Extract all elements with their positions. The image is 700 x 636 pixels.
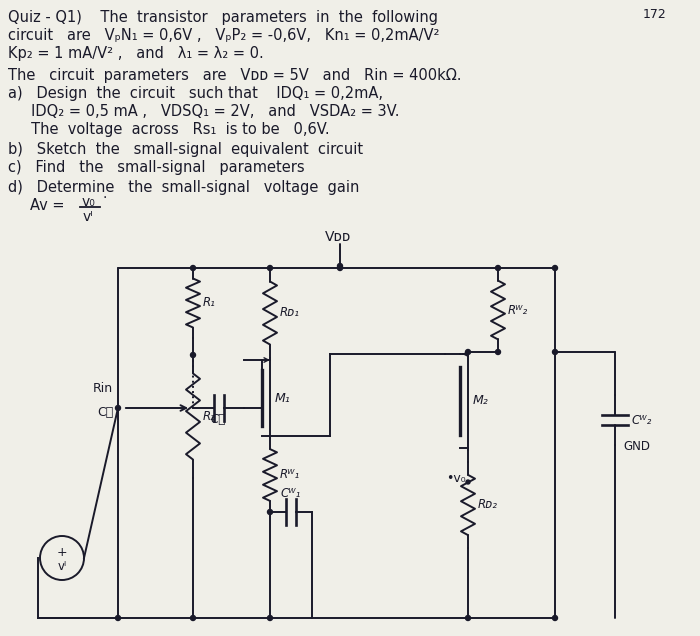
Text: Cፉ: Cፉ bbox=[211, 413, 226, 426]
Circle shape bbox=[267, 509, 272, 515]
Text: Av =: Av = bbox=[30, 198, 64, 213]
Circle shape bbox=[337, 263, 342, 268]
Circle shape bbox=[552, 265, 557, 270]
Text: The  voltage  across   Rs₁  is to be   0,6V.: The voltage across Rs₁ is to be 0,6V. bbox=[8, 122, 330, 137]
Text: v₀: v₀ bbox=[82, 195, 96, 209]
Text: Rin: Rin bbox=[93, 382, 113, 394]
Circle shape bbox=[267, 265, 272, 270]
Text: R₂: R₂ bbox=[203, 410, 216, 423]
Circle shape bbox=[552, 616, 557, 621]
Text: Cᵂ₁: Cᵂ₁ bbox=[281, 487, 301, 500]
Text: vᴵ: vᴵ bbox=[83, 210, 94, 224]
Circle shape bbox=[116, 616, 120, 621]
Text: +: + bbox=[57, 546, 67, 558]
Circle shape bbox=[552, 350, 557, 354]
Circle shape bbox=[466, 350, 470, 354]
Circle shape bbox=[337, 265, 342, 270]
Circle shape bbox=[190, 352, 195, 357]
Text: Cፉ: Cፉ bbox=[97, 406, 113, 420]
Text: .: . bbox=[103, 187, 107, 201]
Text: circuit   are   VₚN₁ = 0,6V ,   VₚP₂ = -0,6V,   Kn₁ = 0,2mA/V²: circuit are VₚN₁ = 0,6V , VₚP₂ = -0,6V, … bbox=[8, 28, 440, 43]
Text: 172: 172 bbox=[643, 8, 666, 21]
Circle shape bbox=[267, 616, 272, 621]
Text: M₁: M₁ bbox=[275, 392, 290, 404]
Circle shape bbox=[190, 265, 195, 270]
Text: GND: GND bbox=[623, 440, 650, 453]
Text: Rᴅ₂: Rᴅ₂ bbox=[478, 499, 498, 511]
Circle shape bbox=[190, 616, 195, 621]
Circle shape bbox=[496, 265, 500, 270]
Text: b)   Sketch  the   small-signal  equivalent  circuit: b) Sketch the small-signal equivalent ci… bbox=[8, 142, 363, 157]
Text: vᴵ: vᴵ bbox=[57, 560, 66, 572]
Text: Rᴅ₁: Rᴅ₁ bbox=[280, 307, 300, 319]
Text: The   circuit  parameters   are   Vᴅᴅ = 5V   and   Rin = 400kΩ.: The circuit parameters are Vᴅᴅ = 5V and … bbox=[8, 68, 461, 83]
Text: IDQ₂ = 0,5 mA ,   VDSQ₁ = 2V,   and   VSDA₂ = 3V.: IDQ₂ = 0,5 mA , VDSQ₁ = 2V, and VSDA₂ = … bbox=[8, 104, 400, 119]
Text: d)   Determine   the  small-signal   voltage  gain: d) Determine the small-signal voltage ga… bbox=[8, 180, 359, 195]
Text: Kp₂ = 1 mA/V² ,   and   λ₁ = λ₂ = 0.: Kp₂ = 1 mA/V² , and λ₁ = λ₂ = 0. bbox=[8, 46, 264, 61]
Circle shape bbox=[466, 480, 470, 484]
Text: Rᵂ₁: Rᵂ₁ bbox=[280, 469, 300, 481]
Text: a)   Design  the  circuit   such that    IDQ₁ = 0,2mA,: a) Design the circuit such that IDQ₁ = 0… bbox=[8, 86, 383, 101]
Text: Vᴅᴅ: Vᴅᴅ bbox=[325, 230, 351, 244]
Circle shape bbox=[496, 350, 500, 354]
Circle shape bbox=[466, 616, 470, 621]
Text: Quiz - Q1)    The  transistor   parameters  in  the  following: Quiz - Q1) The transistor parameters in … bbox=[8, 10, 438, 25]
Text: c)   Find   the   small-signal   parameters: c) Find the small-signal parameters bbox=[8, 160, 304, 175]
Circle shape bbox=[116, 406, 120, 410]
Text: Rᵂ₂: Rᵂ₂ bbox=[508, 303, 528, 317]
Text: Cᵂ₂: Cᵂ₂ bbox=[631, 413, 652, 427]
Text: M₂: M₂ bbox=[473, 394, 489, 408]
Text: •v₀: •v₀ bbox=[446, 472, 466, 485]
Text: R₁: R₁ bbox=[203, 296, 216, 310]
